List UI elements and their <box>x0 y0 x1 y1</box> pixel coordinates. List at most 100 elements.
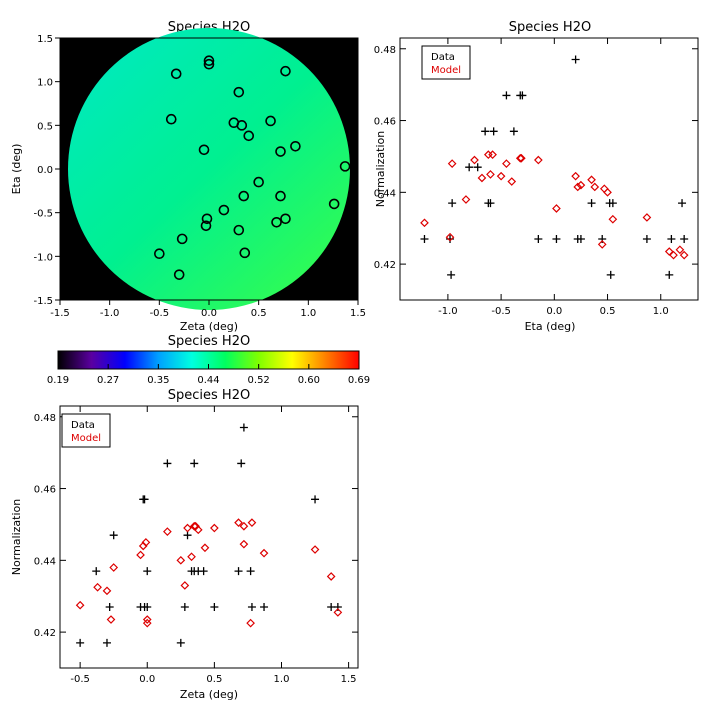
eta-panel: Species H2O -1.0 -0.5 0.0 0.5 1.0 0.42 0.44 0.4… <box>374 20 699 333</box>
eta-model-point <box>502 159 511 168</box>
map-xtick-label: -1.5 <box>50 308 70 319</box>
zeta-model-point <box>200 543 210 553</box>
eta-data-point <box>502 91 511 100</box>
eta-model-point <box>516 153 526 163</box>
zeta-model-point <box>187 552 196 562</box>
map-point <box>203 55 215 67</box>
map-ytick-label: 1.5 <box>37 34 53 45</box>
eta-data-point <box>587 199 596 208</box>
eta-data-point <box>509 127 518 136</box>
eta-data-point <box>484 199 493 208</box>
zeta-data-point <box>311 495 320 504</box>
eta-legend: Data Model <box>421 45 471 80</box>
zeta-xtick-label: 0.5 <box>206 674 222 685</box>
eta-data-point <box>552 234 561 243</box>
zeta-data-point <box>163 459 172 468</box>
zeta-data-point <box>102 638 111 647</box>
map-point <box>236 120 248 131</box>
zeta-data-point <box>92 567 101 576</box>
zeta-xtick-label: 1.0 <box>274 674 290 685</box>
eta-data-point <box>489 127 498 136</box>
map-point <box>154 248 165 260</box>
eta-xtick-label: -0.5 <box>491 306 511 317</box>
map-point <box>290 140 301 152</box>
zeta-data-point <box>260 602 269 611</box>
eta-data-point <box>667 234 676 243</box>
zeta-data-point <box>183 531 192 540</box>
eta-model-point <box>515 153 525 163</box>
map-point <box>165 113 177 125</box>
eta-model-point <box>461 195 471 204</box>
map-xtick-label: -0.5 <box>150 308 170 319</box>
eta-data-point <box>606 270 615 279</box>
map-point <box>173 269 185 280</box>
colorbar-tick-label: 0.44 <box>197 375 219 386</box>
map-point <box>345 123 357 135</box>
zeta-model-point <box>106 615 116 624</box>
zeta-model-point <box>259 548 269 558</box>
eta-data-point <box>608 199 617 208</box>
eta-data-point <box>465 163 474 172</box>
map-xlabel: Zeta (deg) <box>180 320 238 333</box>
map-xtick-label: 0.0 <box>201 308 217 319</box>
zeta-legend-box <box>61 413 111 448</box>
eta-data-point <box>665 270 674 279</box>
zeta-ytick-label: 0.48 <box>34 413 56 424</box>
map-ylabel: Eta (deg) <box>10 144 23 195</box>
zeta-xlabel: Zeta (deg) <box>180 688 238 701</box>
zeta-model-point <box>247 518 257 527</box>
colorbar-tick-label: 0.19 <box>47 375 69 386</box>
map-ytick-label: -0.5 <box>33 209 53 220</box>
zeta-data-point <box>210 602 219 611</box>
zeta-data-point <box>246 567 255 576</box>
eta-model-point <box>470 155 479 165</box>
zeta-model-point <box>210 523 219 533</box>
zeta-model-point <box>239 521 249 531</box>
zeta-legend: Data Model <box>61 413 111 448</box>
eta-xtick-label: 0.5 <box>600 306 616 317</box>
eta-data-point <box>473 163 482 172</box>
eta-ytick-label: 0.48 <box>374 45 396 56</box>
map-xtick-label: 0.5 <box>251 308 267 319</box>
map-point <box>218 204 230 216</box>
colorbar-tick-label: 0.52 <box>248 375 270 386</box>
map-point <box>253 176 264 188</box>
eta-model-point <box>420 218 429 228</box>
zeta-ytick-label: 0.42 <box>34 628 56 639</box>
eta-ytick-label: 0.42 <box>374 260 396 271</box>
eta-data-point <box>571 55 580 64</box>
map-point <box>271 216 282 228</box>
eta-title: Species H2O <box>509 20 591 35</box>
eta-ytick-label: 0.44 <box>374 188 396 199</box>
zeta-model-point <box>326 572 336 581</box>
eta-xtick-label: -1.0 <box>438 306 458 317</box>
eta-data-point <box>642 234 651 243</box>
eta-ylabel: Normalization <box>374 131 387 207</box>
colorbar-title: Species H2O <box>168 334 250 349</box>
zeta-data-point <box>247 602 256 611</box>
zeta-model-point <box>102 586 112 596</box>
zeta-data-point <box>143 602 152 611</box>
zeta-legend-data: Data <box>71 420 95 431</box>
eta-model-point <box>447 159 457 168</box>
zeta-model-point <box>109 563 119 572</box>
eta-legend-data: Data <box>431 52 455 63</box>
zeta-model-point <box>310 545 320 554</box>
map-point <box>339 161 351 172</box>
zeta-title: Species H2O <box>168 388 250 403</box>
eta-xtick-label: 0.0 <box>546 306 562 317</box>
zeta-data-point <box>237 459 246 468</box>
zeta-xtick-label: -0.5 <box>70 674 90 685</box>
eta-legend-model: Model <box>431 65 461 76</box>
zeta-model-point <box>136 550 145 560</box>
zeta-data-point <box>327 602 336 611</box>
map-point <box>280 213 291 225</box>
zeta-data-point <box>199 567 208 576</box>
zeta-data-point <box>109 531 118 540</box>
eta-model-point <box>496 171 506 181</box>
eta-model-point <box>587 175 596 185</box>
map-point <box>238 190 250 202</box>
map-point <box>201 213 213 225</box>
map-field <box>68 28 350 310</box>
eta-frame <box>399 37 699 301</box>
